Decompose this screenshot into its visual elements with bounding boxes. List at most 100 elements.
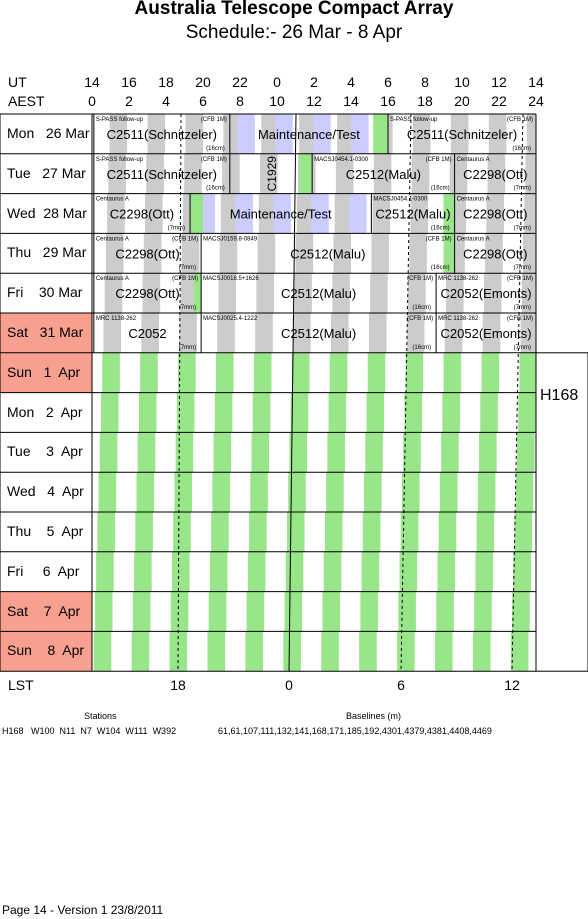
- ut-tick: 4: [347, 74, 355, 90]
- page-subtitle: Schedule:- 26 Mar - 8 Apr: [185, 22, 403, 43]
- night-stripe-green: [472, 631, 491, 672]
- block-band: (7mm): [179, 305, 196, 311]
- night-stripe-green: [360, 591, 378, 632]
- night-stripe-gray: [220, 193, 239, 234]
- night-stripe-green: [475, 551, 493, 592]
- schedule-grid: C2511(Schnitzeler) S-PASS follow-up (CFB 1…: [0, 113, 588, 672]
- block-name: C2512(Malu): [290, 246, 365, 261]
- night-stripe-gray: [180, 273, 199, 313]
- page-footer: Page 14 - Version 1 23/8/2011: [2, 903, 164, 917]
- block-name: C2298(Ott): [463, 207, 527, 222]
- block-name: C2511(Schnitzeler): [107, 127, 217, 142]
- night-stripe-green: [322, 591, 341, 632]
- night-stripe-green: [437, 551, 456, 592]
- night-stripe-gray: [335, 153, 354, 194]
- weekend-cell: [0, 313, 92, 353]
- night-stripe-gray: [260, 153, 278, 194]
- night-stripe-green: [97, 512, 115, 552]
- night-stripe-gray: [410, 193, 429, 234]
- night-stripe-green: [290, 392, 309, 433]
- ut-tick: 14: [84, 74, 100, 90]
- block-receiver: (CFB 1M): [426, 236, 452, 242]
- night-stripe-gray: [485, 233, 503, 274]
- night-stripe-green: [291, 352, 310, 393]
- night-stripe-green: [443, 352, 462, 393]
- ut-tick: 2: [310, 74, 318, 90]
- day-label: Sun 1 Apr: [7, 363, 81, 380]
- night-stripe-gray: [145, 193, 163, 234]
- block-band: (16cm): [431, 265, 450, 271]
- block-name: C2512(Malu): [375, 207, 450, 222]
- night-stripe-green: [479, 432, 497, 473]
- block-band: (7mm): [179, 345, 196, 351]
- night-stripe-gray: [332, 273, 350, 313]
- aest-tick: 4: [162, 93, 170, 109]
- night-stripe-green: [134, 551, 152, 592]
- lst-track: [288, 113, 297, 672]
- night-stripe-green: [286, 512, 305, 552]
- night-stripe-gray: [218, 273, 237, 313]
- night-stripe-green: [216, 352, 234, 393]
- night-stripe-gray: [142, 273, 161, 313]
- aest-tick: 24: [528, 93, 544, 109]
- lst-track: [400, 113, 412, 672]
- night-stripe-gray: [295, 233, 314, 274]
- night-stripe-green: [208, 591, 227, 632]
- night-stripe-gray: [107, 193, 125, 234]
- day-label: Tue 3 Apr: [7, 443, 83, 460]
- aest-tick: 20: [454, 93, 470, 109]
- night-stripe-green: [400, 512, 419, 552]
- night-stripe-green: [289, 432, 308, 473]
- night-stripe-gray: [293, 313, 311, 353]
- night-stripe-gray: [146, 153, 164, 194]
- aest-tick: 8: [236, 93, 244, 109]
- night-stripe-gray: [373, 153, 392, 194]
- weekend-cell: [0, 591, 92, 632]
- block-name: Maintenance/Test: [258, 127, 360, 142]
- night-stripe-green: [401, 472, 420, 512]
- night-stripe-green: [516, 432, 535, 473]
- ut-tick: 14: [528, 74, 544, 90]
- night-stripe-gray: [408, 273, 426, 313]
- night-stripe-gray: [523, 233, 536, 274]
- block-receiver: (CFB 1M): [201, 117, 227, 123]
- block-band: (7mm): [514, 345, 531, 351]
- block-name: C2512(Malu): [281, 326, 356, 341]
- block-name: C2298(Ott): [115, 286, 179, 301]
- block-band: (16cm): [412, 305, 431, 311]
- night-stripe-gray: [444, 313, 463, 353]
- ut-tick: 6: [384, 74, 392, 90]
- night-stripe-gray: [181, 233, 200, 274]
- block-receiver: (CFB 1M): [407, 276, 433, 282]
- night-stripe-gray: [147, 114, 166, 154]
- block-band: (7mm): [514, 265, 531, 271]
- day-label: Tue 27 Mar: [7, 164, 86, 181]
- aest-tick: 22: [491, 93, 507, 109]
- day-label: Mon 26 Mar: [7, 125, 90, 141]
- night-stripe-gray: [109, 114, 128, 154]
- lst-track: [177, 113, 182, 672]
- night-stripe-gray: [185, 114, 203, 154]
- maintenance-stripe: [349, 193, 367, 234]
- block-name: C2052: [128, 326, 166, 341]
- night-stripe-gray: [299, 114, 317, 154]
- night-stripe-green: [397, 631, 415, 672]
- block-source: MACSJ0018.5+1626: [203, 276, 259, 282]
- maintenance-stripe: [351, 114, 369, 154]
- night-stripe-green: [439, 472, 458, 512]
- night-stripe-gray: [217, 313, 235, 353]
- day-label: Fri 30 Mar: [7, 284, 83, 301]
- night-stripe-green: [249, 512, 267, 552]
- night-stripe-green: [136, 472, 155, 512]
- night-stripe-green: [510, 631, 529, 672]
- lst-tick: 0: [285, 677, 293, 693]
- aest-tick: 0: [88, 93, 96, 109]
- block-receiver: (CFB 1M): [407, 316, 433, 322]
- block-band: (7mm): [179, 265, 196, 271]
- ut-tick: 22: [232, 74, 248, 90]
- night-stripe-green: [131, 631, 150, 672]
- night-stripe-green: [211, 512, 229, 552]
- night-stripe-green: [169, 631, 188, 672]
- night-stripe-green: [436, 591, 454, 632]
- lst-tick: 6: [397, 677, 405, 693]
